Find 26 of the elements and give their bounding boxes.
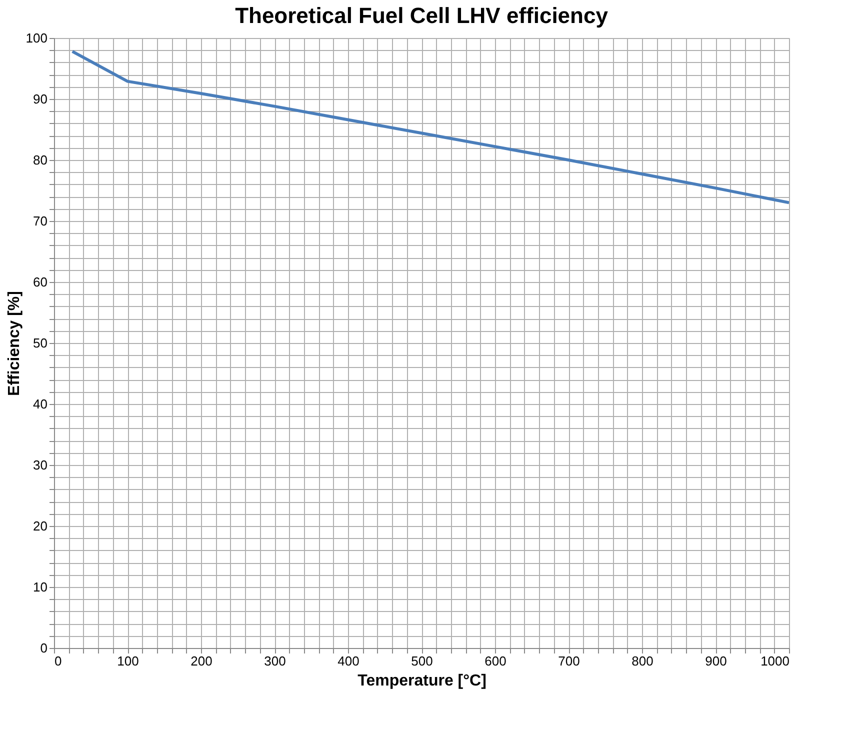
line-series	[70, 50, 789, 204]
y-tick-label: 40	[33, 396, 48, 412]
x-tick-label: 900	[705, 654, 727, 668]
y-tick-label: 100	[26, 30, 48, 46]
x-tick-label: 200	[190, 654, 212, 668]
x-axis-title: Temperature [°C]	[358, 672, 486, 690]
y-axis-title: Efficiency [%]	[6, 291, 23, 396]
x-tick-label: 300	[264, 654, 286, 668]
x-tick-label: 1000	[760, 654, 790, 668]
y-tick-label: 70	[33, 214, 48, 228]
chart-title: Theoretical Fuel Cell LHV efficiency	[235, 3, 609, 28]
x-tick-label: 800	[632, 654, 654, 668]
y-tick-label: 30	[33, 458, 48, 472]
x-tick-label: 400	[338, 654, 360, 668]
y-tick-label: 0	[40, 640, 48, 656]
y-tick-label: 10	[33, 580, 48, 594]
x-tick-label: 0	[54, 654, 62, 668]
x-tick-label: 700	[558, 654, 580, 668]
y-tick-label: 20	[33, 518, 48, 534]
y-tick-label: 80	[33, 152, 48, 168]
x-tick-label: 600	[484, 654, 506, 668]
y-tick-label: 50	[33, 336, 48, 350]
y-tick-label: 60	[33, 274, 48, 290]
x-tick-label: 500	[411, 654, 433, 668]
y-tick-label: 90	[33, 92, 48, 106]
x-tick-label: 100	[117, 654, 139, 668]
